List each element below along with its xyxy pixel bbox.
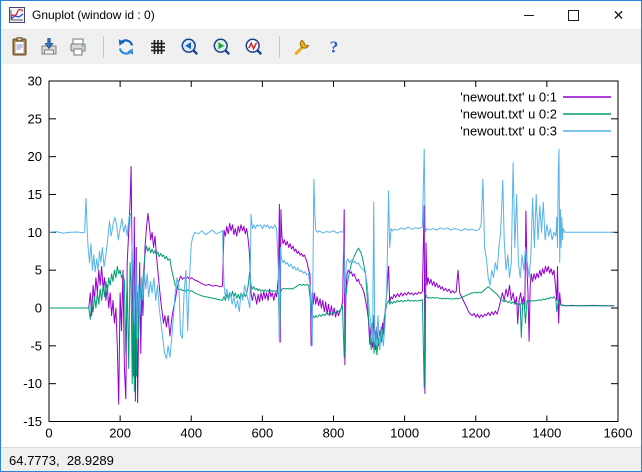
replot-refresh-icon [116, 37, 136, 57]
gnuplot-window: Gnuplot (window id : 0) ✕ [0, 0, 642, 472]
y-tick-label: 25 [28, 111, 42, 126]
x-tick-label: 800 [323, 426, 345, 441]
zoom-next-button[interactable] [209, 34, 235, 60]
plot-area[interactable]: 0 200 400 600 800 1000 1200 1400 1600 -15 -10 -5 0 5 1… [1, 64, 641, 447]
y-tick-label: 0 [35, 301, 42, 316]
mouse-coordinates: 64.7773, 28.9289 [9, 453, 114, 468]
minimize-button[interactable] [506, 1, 551, 29]
minimize-icon [524, 15, 534, 16]
x-tick-label: 1200 [461, 426, 490, 441]
x-tick-label: 0 [45, 426, 52, 441]
x-tick-label: 600 [252, 426, 274, 441]
zoom-previous-icon [180, 37, 200, 57]
help-button[interactable]: ? [321, 34, 347, 60]
close-button[interactable]: ✕ [596, 1, 641, 29]
title-bar[interactable]: Gnuplot (window id : 0) ✕ [1, 1, 641, 29]
y-tick-label: 30 [28, 74, 42, 89]
autoscale-icon [244, 37, 264, 57]
print-button[interactable] [65, 34, 91, 60]
y-tick-label: -10 [23, 376, 42, 391]
grid-icon [148, 37, 168, 57]
autoscale-button[interactable] [241, 34, 267, 60]
gnuplot-app-icon [9, 7, 25, 23]
replot-button[interactable] [113, 34, 139, 60]
options-button[interactable] [289, 34, 315, 60]
save-icon [39, 37, 59, 57]
maximize-icon [568, 10, 579, 21]
maximize-button[interactable] [551, 1, 596, 29]
zoom-next-icon [212, 37, 232, 57]
help-icon: ? [324, 37, 344, 57]
y-tick-label: -5 [30, 338, 42, 353]
window-title: Gnuplot (window id : 0) [32, 8, 506, 22]
y-tick-label: 20 [28, 149, 42, 164]
y-tick-label: 15 [28, 187, 42, 202]
legend-label: 'newout.txt' u 0:2 [460, 107, 557, 122]
clipboard-icon [10, 37, 30, 57]
y-tick-label: 5 [35, 263, 42, 278]
x-tick-label: 200 [109, 426, 131, 441]
wrench-icon [292, 37, 312, 57]
x-tick-label: 1400 [532, 426, 561, 441]
x-tick-label: 1600 [604, 426, 633, 441]
y-tick-label: 10 [28, 225, 42, 240]
save-button[interactable] [36, 34, 62, 60]
legend-label: 'newout.txt' u 0:3 [460, 124, 557, 139]
toggle-grid-button[interactable] [145, 34, 171, 60]
x-tick-label: 1000 [390, 426, 419, 441]
toolbar-separator [103, 36, 104, 58]
status-bar: 64.7773, 28.9289 [1, 447, 641, 472]
x-tick-label: 400 [180, 426, 202, 441]
copy-to-clipboard-button[interactable] [7, 34, 33, 60]
y-tick-label: -15 [23, 414, 42, 429]
legend-label: 'newout.txt' u 0:1 [460, 90, 557, 105]
svg-text:?: ? [330, 38, 339, 57]
printer-icon [68, 37, 88, 57]
toolbar: ? [1, 29, 641, 64]
zoom-previous-button[interactable] [177, 34, 203, 60]
toolbar-separator [279, 36, 280, 58]
plot-svg[interactable]: 0 200 400 600 800 1000 1200 1400 1600 -15 -10 -5 0 5 1… [1, 64, 641, 447]
